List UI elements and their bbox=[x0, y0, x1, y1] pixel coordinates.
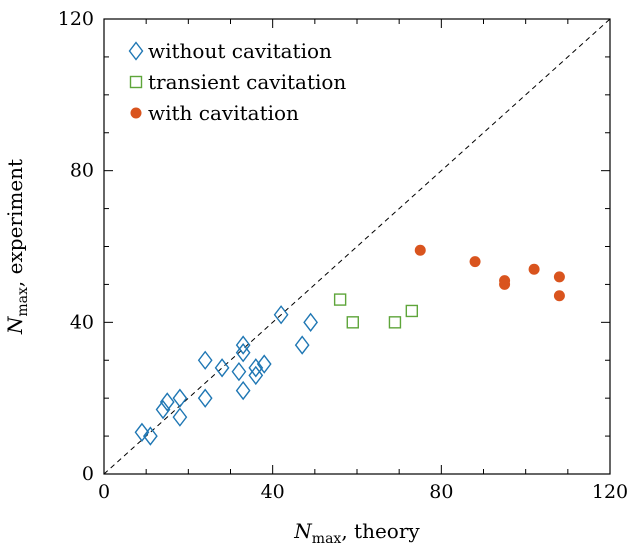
y-tick-label: 0 bbox=[82, 463, 94, 485]
legend-label: transient cavitation bbox=[148, 70, 346, 94]
data-point bbox=[237, 382, 250, 399]
y-tick-label: 40 bbox=[70, 311, 94, 333]
data-point bbox=[389, 317, 400, 328]
legend-label: without cavitation bbox=[148, 39, 332, 63]
x-axis-title: Nmax, theory bbox=[293, 519, 420, 547]
series-without-cavitation bbox=[135, 306, 317, 444]
data-point bbox=[199, 352, 212, 369]
data-point bbox=[554, 271, 565, 282]
series-with-cavitation bbox=[415, 245, 565, 301]
legend-marker bbox=[130, 43, 143, 60]
y-tick-label: 80 bbox=[70, 160, 94, 182]
data-point bbox=[347, 317, 358, 328]
data-point bbox=[232, 363, 245, 380]
y-axis-title: Nmax, experiment bbox=[3, 159, 31, 335]
data-point bbox=[173, 409, 186, 426]
data-point bbox=[173, 390, 186, 407]
legend-marker bbox=[131, 77, 142, 88]
data-point bbox=[470, 256, 481, 267]
x-tick-label: 120 bbox=[592, 481, 628, 503]
data-point bbox=[304, 314, 317, 331]
legend: without cavitation transient cavitation wi… bbox=[130, 39, 347, 125]
data-point bbox=[335, 294, 346, 305]
legend-label: with cavitation bbox=[148, 101, 299, 125]
data-point bbox=[406, 305, 417, 316]
y-tick-label: 120 bbox=[58, 8, 94, 30]
x-tick-label: 40 bbox=[261, 481, 285, 503]
x-tick-label: 0 bbox=[98, 481, 110, 503]
series-transient-cavitation bbox=[335, 294, 418, 328]
data-point bbox=[199, 390, 212, 407]
data-point bbox=[499, 279, 510, 290]
data-point bbox=[554, 290, 565, 301]
data-point bbox=[529, 264, 540, 275]
data-point bbox=[415, 245, 426, 256]
data-point bbox=[296, 337, 309, 354]
x-tick-label: 80 bbox=[429, 481, 453, 503]
legend-marker bbox=[131, 108, 142, 119]
